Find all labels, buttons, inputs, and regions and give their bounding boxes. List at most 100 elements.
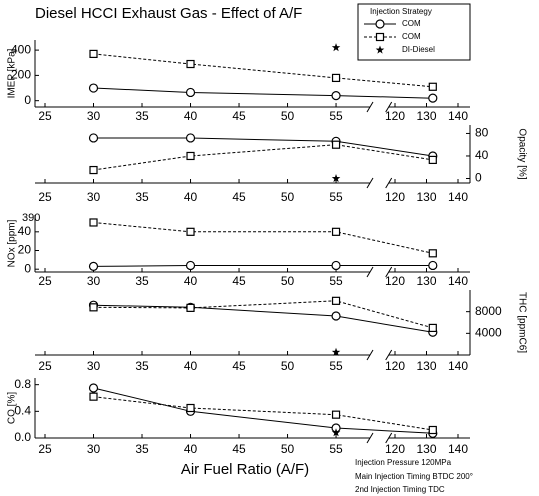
y-tick-label: 40 [18,224,32,238]
x-tick-label: 35 [135,442,149,456]
axis-break [366,266,374,278]
y-tick-label: 400 [11,42,31,56]
axis-break [385,432,393,444]
x-tick-label: 35 [135,274,149,288]
legend-label: COM [402,32,421,41]
x-tick-label: 55 [329,109,343,123]
x-tick-label: 50 [281,442,295,456]
x-tick-label: 130 [416,359,436,373]
series-line [93,304,433,333]
x-tick-label: 40 [184,359,198,373]
series-line [93,137,433,157]
x-tick-label: 45 [232,274,246,288]
x-tick-label: 50 [281,274,295,288]
legend-label: DI-Diesel [402,45,435,54]
x-tick-label: 40 [184,442,198,456]
x-tick-label: 25 [38,274,52,288]
x-tick-label: 130 [416,442,436,456]
marker [428,260,438,271]
legend-label: COM [402,19,421,28]
x-axis-label: Air Fuel Ratio (A/F) [181,461,309,478]
x-tick-label: 25 [38,442,52,456]
x-tick-label: 55 [329,359,343,373]
marker [428,249,437,258]
series-line [93,387,433,434]
x-tick-label: 35 [135,359,149,373]
x-tick-label: 120 [385,359,405,373]
y-tick-label: 0 [475,171,482,185]
marker [88,383,99,393]
marker [428,82,437,91]
marker [186,403,195,413]
y-axis-label: CO [%] [7,392,18,424]
legend-marker [375,19,385,29]
x-tick-label: 45 [232,190,246,204]
marker [88,83,99,93]
series-line [93,265,433,267]
x-tick-label: 130 [416,109,436,123]
x-tick-label: 45 [232,109,246,123]
y-axis-label: THC [ppmC6] [516,292,527,353]
legend-title: Injection Strategy [370,7,432,16]
series-line [93,222,433,254]
legend-marker [375,45,385,54]
marker [89,49,98,59]
x-tick-label: 55 [329,190,343,204]
x-tick-label: 55 [329,442,343,456]
axis-break [366,349,374,361]
series-line [93,396,433,431]
y-tick-label: 40 [475,148,489,162]
x-tick-label: 140 [448,190,468,204]
series-line [93,300,433,329]
x-tick-label: 30 [87,190,101,204]
x-tick-label: 25 [38,190,52,204]
axis-break [385,101,393,113]
x-tick-label: 130 [416,190,436,204]
y-tick-label: 0 [24,261,31,275]
marker [331,227,341,236]
x-tick-label: 140 [448,274,468,288]
marker [89,392,98,401]
marker [89,165,98,175]
marker [186,59,195,69]
x-tick-label: 120 [385,109,405,123]
marker [185,133,196,143]
x-tick-label: 120 [385,190,405,204]
marker [185,87,196,98]
y-tick-label: 20 [18,243,32,257]
y-tick-label: 0 [24,93,31,107]
x-tick-label: 35 [135,109,149,123]
note: 2nd Injection Timing TDC [355,485,445,494]
x-tick-label: 50 [281,190,295,204]
marker [186,303,195,312]
marker [89,218,98,227]
series-line [93,53,433,88]
marker [428,155,437,165]
x-tick-label: 120 [385,442,405,456]
x-tick-label: 140 [448,442,468,456]
x-tick-label: 140 [448,359,468,373]
marker [428,323,437,333]
marker [88,133,99,143]
x-tick-label: 40 [184,274,198,288]
series-line [93,144,433,171]
x-tick-label: 30 [87,109,101,123]
marker [88,261,99,271]
axis-break [385,349,393,361]
marker [428,425,437,435]
note: Main Injection Timing BTDC 200° [355,472,473,481]
x-tick-label: 120 [385,274,405,288]
x-tick-label: 25 [38,359,52,373]
x-tick-label: 30 [87,442,101,456]
axis-break [366,177,374,189]
marker [331,296,341,305]
x-tick-label: 45 [232,442,246,456]
axis-break [385,266,393,278]
annotation: 390 [22,212,40,224]
marker [331,91,341,101]
y-axis-label: IMEP [kPa] [7,48,18,98]
marker [331,410,341,419]
marker [331,260,341,271]
marker [185,260,196,271]
